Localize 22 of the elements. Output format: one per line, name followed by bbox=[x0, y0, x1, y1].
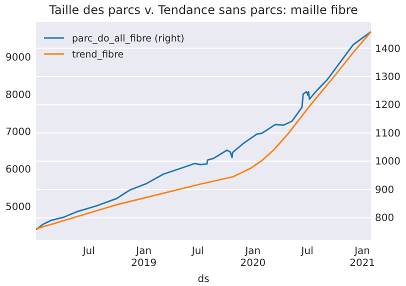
x-tick-label: Jul bbox=[300, 246, 314, 257]
y2-tick-label: 1200 bbox=[375, 100, 400, 112]
x-tick-label: Jan 2020 bbox=[240, 246, 266, 269]
y-tick-label: 7000 bbox=[6, 127, 31, 138]
x-tick-label: Jul bbox=[82, 246, 95, 257]
x-axis-title: ds bbox=[198, 274, 210, 285]
y-tick-label: 5000 bbox=[6, 202, 31, 214]
x-tick-label: Jan 2019 bbox=[131, 246, 157, 269]
chart-title: Taille des parcs v. Tendance sans parcs: maille fibre bbox=[48, 3, 358, 17]
y2-tick-label: 1000 bbox=[375, 156, 400, 168]
x-tick-label: Jul bbox=[190, 246, 204, 257]
legend-label: parc_do_all_fibre (right) bbox=[72, 33, 184, 44]
y2-tick-label: 1100 bbox=[375, 128, 400, 140]
y2-tick-label: 1400 bbox=[375, 44, 400, 55]
legend-label: trend_fibre bbox=[72, 49, 124, 60]
y-tick-label: 6000 bbox=[6, 164, 31, 176]
y2-tick-label: 800 bbox=[375, 213, 394, 224]
x-tick-label: Jan 2021 bbox=[350, 246, 376, 269]
y2-tick-label: 1300 bbox=[375, 72, 400, 83]
y2-tick-label: 900 bbox=[375, 184, 394, 196]
y-tick-label: 9000 bbox=[6, 52, 31, 64]
y-tick-label: 8000 bbox=[6, 90, 31, 101]
